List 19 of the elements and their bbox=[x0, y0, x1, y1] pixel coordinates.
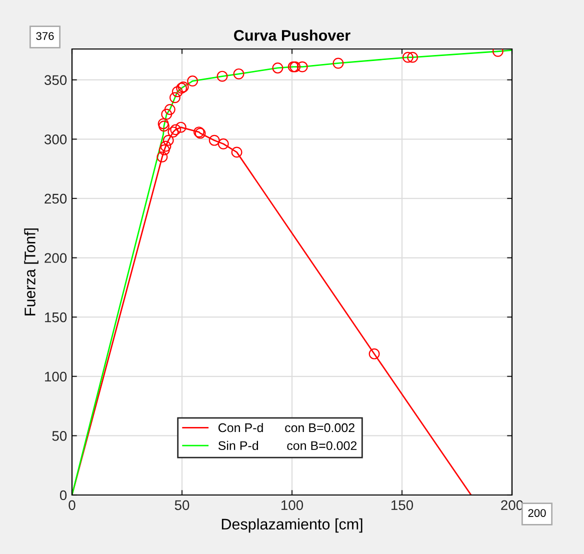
legend-label: Sin P-d con B=0.002 bbox=[218, 440, 357, 450]
text: 376 bbox=[36, 32, 54, 40]
y-tick-label: 150 bbox=[45, 312, 67, 322]
y-tick-label: 350 bbox=[44, 75, 67, 86]
y-tick-label: 250 bbox=[44, 194, 67, 204]
y-tick-label: 200 bbox=[44, 253, 67, 263]
y-tick-label: 0 bbox=[60, 490, 67, 500]
y-axis-title: Fuerza [Tonf] bbox=[24, 228, 38, 316]
x-tick-label: 0 bbox=[68, 500, 76, 510]
y-tick-label: 100 bbox=[45, 372, 67, 382]
y-tick-label: 300 bbox=[44, 134, 67, 144]
legend-label: Con P-d con B=0.002 bbox=[218, 422, 354, 432]
chart-title: Curva Pushover bbox=[234, 30, 350, 41]
text: 200 bbox=[528, 509, 546, 517]
x-tick-label: 150 bbox=[391, 500, 414, 510]
y-tick-label: 50 bbox=[52, 431, 67, 441]
x-tick-label: 100 bbox=[281, 500, 304, 510]
x-tick-label: 50 bbox=[174, 500, 190, 510]
x-axis-title: Desplazamiento [cm] bbox=[222, 518, 362, 533]
